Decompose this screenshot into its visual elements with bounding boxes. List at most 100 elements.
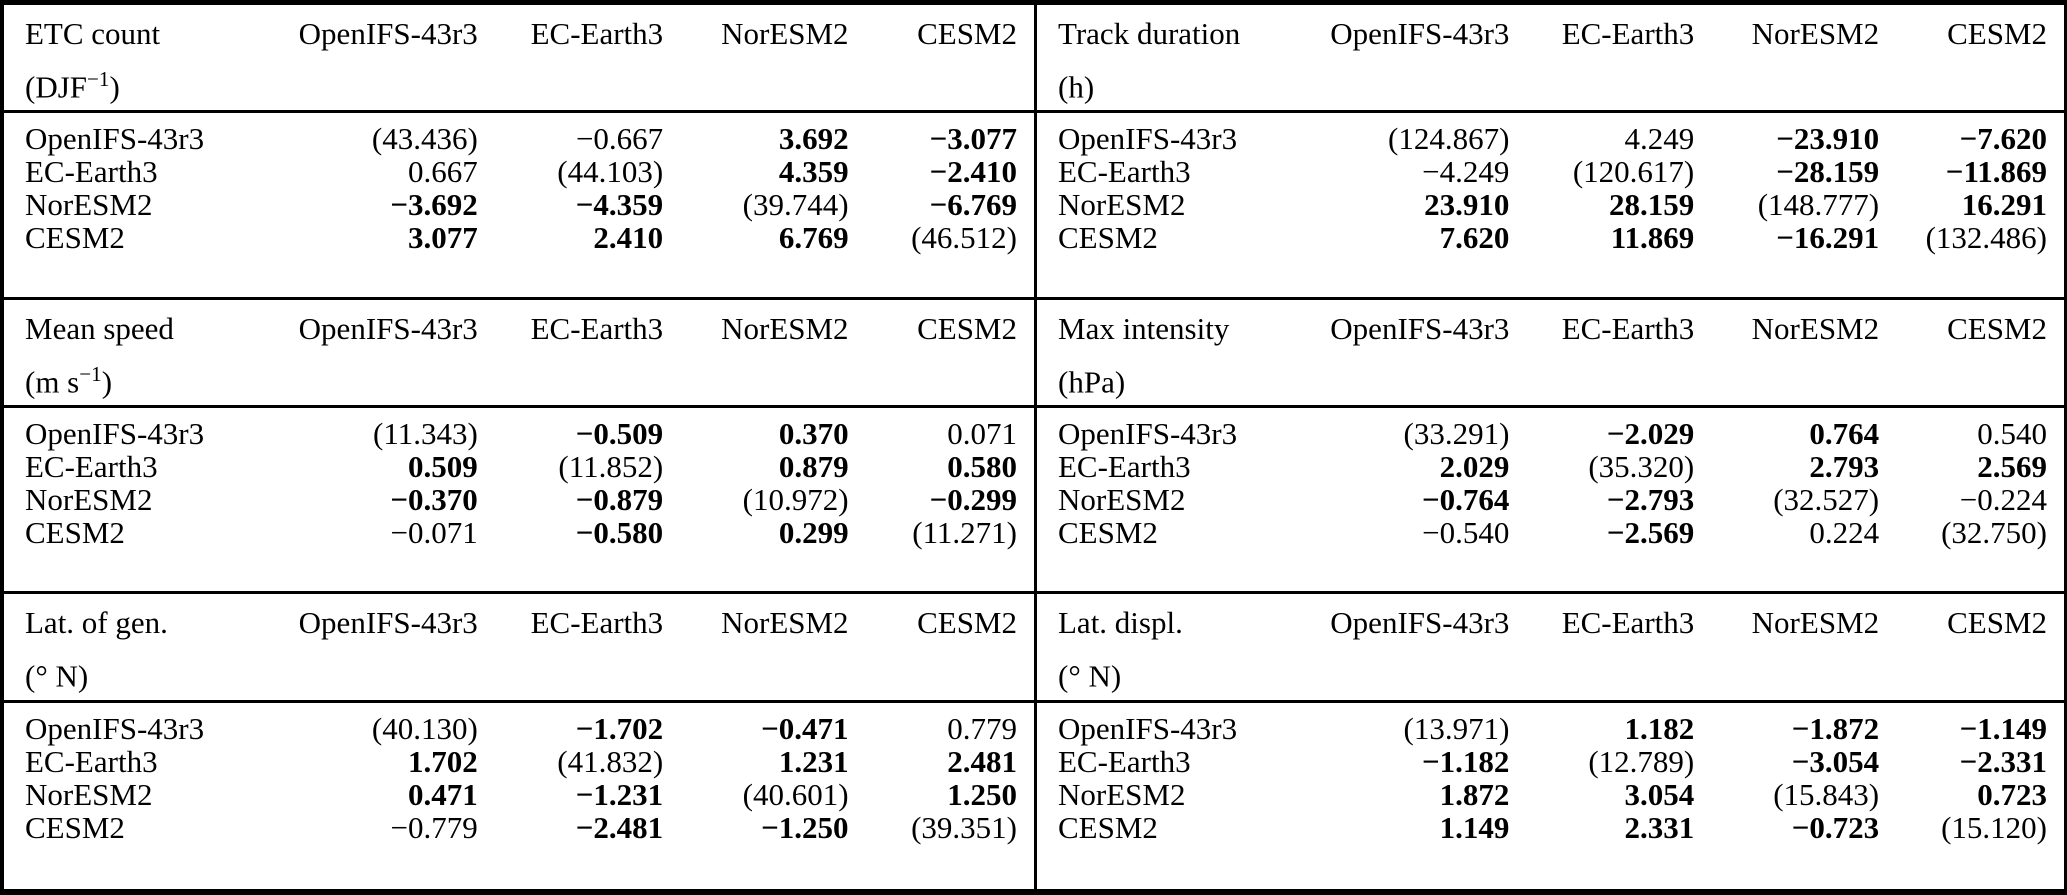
value-cell: −0.879 xyxy=(575,481,664,517)
value-cell: −0.667 xyxy=(575,121,664,157)
unit-pre: (h) xyxy=(1058,69,1095,105)
value-cell: −2.410 xyxy=(929,154,1017,190)
panel-etc-count: ETC count (DJF−1) OpenIFS-43r3 EC-Earth3… xyxy=(4,5,1034,300)
value-cell: −3.692 xyxy=(390,187,478,223)
value-cell: −6.769 xyxy=(929,187,1017,223)
value-cell: 0.071 xyxy=(947,415,1017,451)
value-cell: 2.569 xyxy=(1977,448,2047,484)
value-cell: −2.331 xyxy=(1959,743,2047,779)
col-header-ecearth: EC-Earth3 xyxy=(477,5,664,114)
row-label: NorESM2 xyxy=(25,776,153,812)
row-label: NorESM2 xyxy=(25,481,153,517)
header-row: Lat. displ. (° N) OpenIFS-43r3 EC-Earth3… xyxy=(1037,594,2064,703)
metric-header: ETC count (DJF−1) xyxy=(4,5,231,114)
value-cell: −0.580 xyxy=(575,514,664,550)
value-cell: −0.471 xyxy=(761,710,849,746)
row-label: EC-Earth3 xyxy=(25,448,158,484)
panel-lat-of-gen: Lat. of gen. (° N) OpenIFS-43r3 EC-Earth… xyxy=(4,594,1034,889)
table-row: EC-Earth3 −1.182 (12.789) −3.054 −2.331 xyxy=(1037,745,2064,778)
col-header-cesm: CESM2 xyxy=(1879,299,2064,408)
value-cell: (40.130) xyxy=(371,710,478,746)
value-cell: 1.250 xyxy=(947,776,1017,812)
value-cell: −1.182 xyxy=(1421,743,1510,779)
value-cell: 0.471 xyxy=(408,776,478,812)
value-cell: (11.852) xyxy=(558,448,664,484)
metric-unit: (DJF−1) xyxy=(25,56,231,110)
value-cell: (11.271) xyxy=(912,514,1017,550)
value-cell: 2.331 xyxy=(1624,809,1695,845)
col-header-cesm: CESM2 xyxy=(848,299,1034,408)
value-cell: −2.793 xyxy=(1606,481,1695,517)
unit-superscript: −1 xyxy=(87,67,110,91)
value-cell: (120.617) xyxy=(1572,154,1695,190)
table-row: NorESM2 23.910 28.159 (148.777) 16.291 xyxy=(1037,188,2064,221)
value-cell: 4.359 xyxy=(778,154,849,190)
value-cell: 1.702 xyxy=(408,743,478,779)
panel-track-duration: Track duration (h) OpenIFS-43r3 EC-Earth… xyxy=(1034,5,2064,300)
table-row: OpenIFS-43r3 (43.436) −0.667 3.692 −3.07… xyxy=(4,112,1034,156)
value-cell: (15.843) xyxy=(1773,776,1880,812)
row-label: NorESM2 xyxy=(1058,187,1186,223)
table-row: OpenIFS-43r3 (33.291) −2.029 0.764 0.540 xyxy=(1037,406,2064,450)
metric-header: Track duration (h) xyxy=(1037,5,1263,114)
col-header-noresm: NorESM2 xyxy=(1694,299,1880,408)
table-row: EC-Earth3 1.702 (41.832) 1.231 2.481 xyxy=(4,745,1034,778)
value-cell: −0.370 xyxy=(390,481,478,517)
unit-pre: (hPa) xyxy=(1058,363,1126,399)
col-header-ecearth: EC-Earth3 xyxy=(1509,594,1695,703)
value-cell: −28.159 xyxy=(1776,154,1880,190)
value-cell: 2.793 xyxy=(1809,448,1880,484)
table-row: CESM2 3.077 2.410 6.769 (46.512) xyxy=(4,221,1034,254)
metric-unit: (m s−1) xyxy=(25,351,231,405)
value-cell: −0.224 xyxy=(1959,481,2047,517)
mean-speed-table: Mean speed (m s−1) OpenIFS-43r3 EC-Earth… xyxy=(4,299,1034,549)
table-row: CESM2 −0.540 −2.569 0.224 (32.750) xyxy=(1037,516,2064,549)
value-cell: (39.351) xyxy=(911,809,1017,845)
metric-title: Mean speed xyxy=(25,310,174,346)
row-label: CESM2 xyxy=(1058,514,1158,550)
table-row: NorESM2 −3.692 −4.359 (39.744) −6.769 xyxy=(4,188,1034,221)
value-cell: (11.343) xyxy=(373,415,478,451)
value-cell: (32.527) xyxy=(1773,481,1880,517)
value-cell: (40.601) xyxy=(742,776,849,812)
value-cell: −3.054 xyxy=(1791,743,1880,779)
value-cell: −0.509 xyxy=(575,415,664,451)
unit-pre: (° N) xyxy=(25,658,89,694)
value-cell: 6.769 xyxy=(778,220,849,256)
value-cell: 2.410 xyxy=(593,220,664,256)
value-cell: 0.509 xyxy=(408,448,478,484)
value-cell: (33.291) xyxy=(1403,415,1510,451)
col-header-openifs: OpenIFS-43r3 xyxy=(1262,5,1510,114)
col-header-noresm: NorESM2 xyxy=(1694,5,1880,114)
col-header-noresm: NorESM2 xyxy=(663,299,849,408)
table-row: NorESM2 0.471 −1.231 (40.601) 1.250 xyxy=(4,778,1034,811)
value-cell: −11.869 xyxy=(1945,154,2047,190)
row-label: EC-Earth3 xyxy=(25,154,158,190)
lat-displ-table: Lat. displ. (° N) OpenIFS-43r3 EC-Earth3… xyxy=(1037,594,2064,845)
value-cell: 4.249 xyxy=(1624,121,1695,157)
metric-unit: (° N) xyxy=(1058,645,1263,699)
table-row: NorESM2 −0.764 −2.793 (32.527) −0.224 xyxy=(1037,483,2064,516)
value-cell: −0.540 xyxy=(1422,514,1510,550)
table-row: OpenIFS-43r3 (124.867) 4.249 −23.910 −7.… xyxy=(1037,112,2064,156)
table-row: OpenIFS-43r3 (11.343) −0.509 0.370 0.071 xyxy=(4,406,1034,450)
value-cell: 23.910 xyxy=(1424,187,1510,223)
panel-lat-displ: Lat. displ. (° N) OpenIFS-43r3 EC-Earth3… xyxy=(1034,594,2064,889)
table-row: NorESM2 1.872 3.054 (15.843) 0.723 xyxy=(1037,778,2064,811)
value-cell: (132.486) xyxy=(1925,220,2047,256)
metric-title: Lat. of gen. xyxy=(25,605,168,641)
table-row: CESM2 −0.071 −0.580 0.299 (11.271) xyxy=(4,516,1034,549)
value-cell: −3.077 xyxy=(929,121,1017,157)
value-cell: 16.291 xyxy=(1961,187,2047,223)
metric-unit: (hPa) xyxy=(1058,351,1263,405)
col-header-openifs: OpenIFS-43r3 xyxy=(230,5,478,114)
col-header-cesm: CESM2 xyxy=(1879,5,2064,114)
value-cell: −2.029 xyxy=(1606,415,1695,451)
col-header-openifs: OpenIFS-43r3 xyxy=(1262,594,1510,703)
value-cell: −2.481 xyxy=(575,809,664,845)
table-row: CESM2 7.620 11.869 −16.291 (132.486) xyxy=(1037,221,2064,254)
value-cell: −23.910 xyxy=(1776,121,1880,157)
unit-pre: (DJF xyxy=(25,69,88,105)
unit-post: ) xyxy=(101,363,113,399)
value-cell: 0.540 xyxy=(1977,415,2047,451)
